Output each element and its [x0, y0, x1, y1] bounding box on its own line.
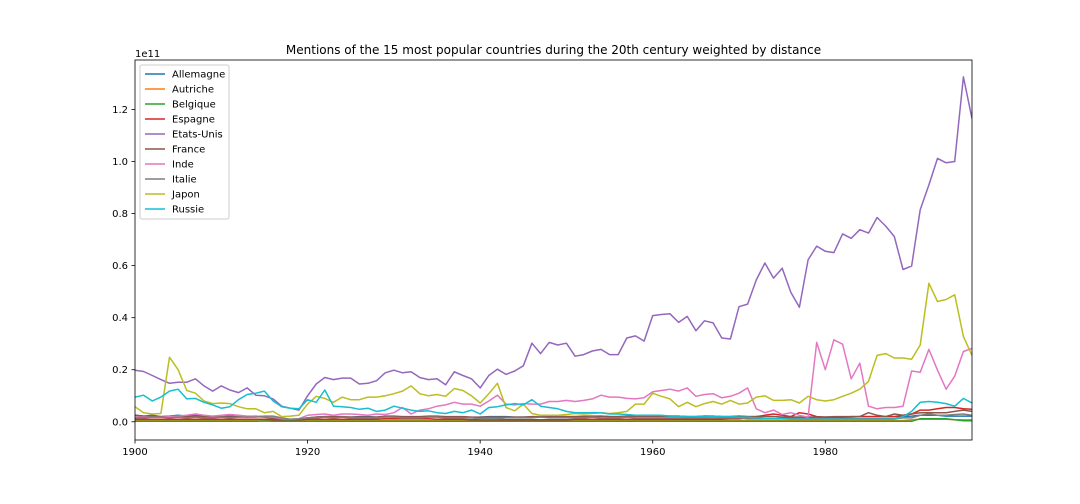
series-line-belgique: [135, 417, 972, 423]
legend-label: Belgique: [172, 100, 216, 111]
y-tick-label: 1.2: [112, 105, 128, 116]
y-tick-label: 0.6: [112, 261, 128, 272]
legend-label: Etats-Unis: [172, 130, 223, 141]
x-tick-label: 1980: [813, 447, 838, 458]
x-tick-label: 1940: [467, 447, 492, 458]
legend-label: Autriche: [172, 85, 214, 96]
legend: Allemagne Autriche Belgique Espagne Etats-Un…: [139, 64, 230, 220]
axes-layer: 1900 1920 1940 1960 1980 0.0 0.2 0.4 0.6 0.8 1.0 1.…: [112, 59, 973, 458]
x-tick-label: 1900: [122, 447, 147, 458]
y-axis-offset-text: 1e11: [135, 49, 160, 60]
legend-label: Japon: [171, 190, 200, 201]
chart-title: Mentions of the 15 most popular countrie…: [286, 43, 821, 57]
series-line-france: [135, 409, 972, 421]
series-layer: [135, 76, 972, 423]
y-tick-label: 0.8: [112, 209, 128, 220]
legend-label: Allemagne: [172, 70, 225, 81]
y-tick-label: 0.0: [112, 417, 128, 428]
series-line-inde: [135, 339, 972, 420]
legend-label: Russie: [172, 205, 204, 216]
series-line-russie: [135, 388, 972, 420]
y-tick-label: 0.2: [112, 365, 128, 376]
x-tick-label: 1960: [640, 447, 665, 458]
legend-label: Espagne: [172, 115, 215, 126]
legend-label: Inde: [172, 160, 194, 171]
series-line-japon: [135, 282, 972, 418]
legend-label: France: [172, 145, 205, 156]
y-tick-label: 0.4: [112, 313, 128, 324]
plot-frame: [134, 59, 973, 441]
series-line-etats-unis: [135, 76, 972, 411]
y-tick-label: 1.0: [112, 157, 128, 168]
legend-label: Italie: [172, 175, 197, 186]
x-tick-label: 1920: [295, 447, 320, 458]
